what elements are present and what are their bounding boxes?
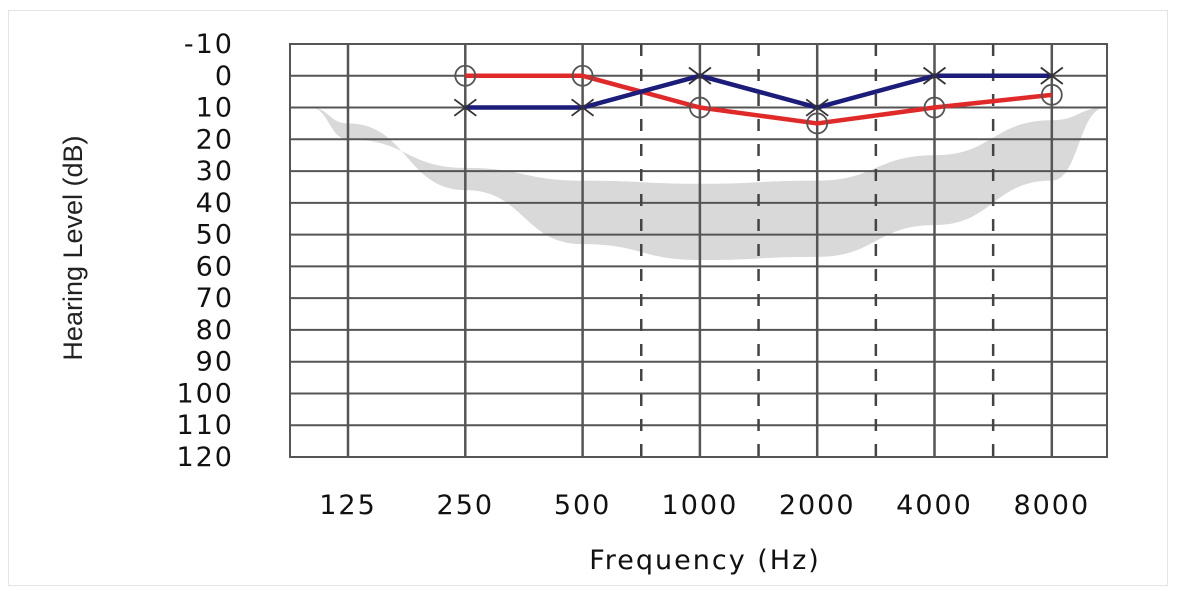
y-tick-label: 110 — [176, 410, 234, 441]
x-marker — [1040, 66, 1064, 85]
y-tick-label: 0 — [215, 61, 234, 92]
circle-marker — [571, 64, 594, 87]
y-tick-label: 50 — [196, 220, 234, 251]
y-tick-label: 90 — [196, 347, 234, 378]
y-tick-label: 60 — [196, 251, 234, 282]
grid — [289, 43, 1108, 458]
series-line — [465, 73, 1052, 110]
x-tick-label: 4000 — [896, 490, 973, 521]
y-tick-label: 70 — [196, 283, 234, 314]
x-axis-label: Frequency (Hz) — [589, 545, 821, 576]
normal-range-shading — [310, 107, 1106, 261]
y-tick-label: 120 — [176, 442, 234, 473]
x-marker — [571, 98, 595, 117]
circle-marker — [806, 112, 829, 135]
circle-marker — [923, 96, 946, 119]
y-tick-label: 100 — [176, 378, 234, 409]
y-tick-label: 10 — [196, 93, 234, 124]
y-tick-label: 20 — [196, 124, 234, 155]
series-layer — [453, 64, 1064, 135]
x-marker — [805, 98, 829, 117]
series-2 — [453, 66, 1064, 117]
y-tick-label: 80 — [196, 315, 234, 346]
series-1 — [454, 64, 1063, 135]
series-line — [465, 73, 1053, 126]
plot-border — [289, 43, 1108, 458]
y-axis-label: Hearing Level (dB) — [58, 135, 88, 360]
x-tick-label: 2000 — [779, 490, 856, 521]
y-tick-label: 30 — [196, 156, 234, 187]
circle-marker — [689, 96, 711, 119]
x-marker — [688, 66, 712, 85]
x-tick-labels: 125 250 500 1000 2000 4000 8000 — [319, 490, 1090, 521]
x-tick-label: 500 — [554, 490, 612, 521]
x-tick-label: 8000 — [1013, 490, 1090, 521]
x-tick-label: 125 — [319, 490, 377, 521]
x-tick-label: 250 — [437, 490, 495, 521]
chart-frame — [8, 10, 1168, 586]
x-marker — [922, 66, 947, 85]
y-tick-label: -10 — [184, 29, 234, 60]
circle-marker — [454, 64, 477, 87]
y-tick-label: 40 — [196, 188, 234, 219]
normal-range-band — [310, 107, 1106, 261]
x-marker — [453, 98, 477, 117]
x-tick-label: 1000 — [662, 490, 739, 521]
circle-marker — [1040, 83, 1063, 106]
